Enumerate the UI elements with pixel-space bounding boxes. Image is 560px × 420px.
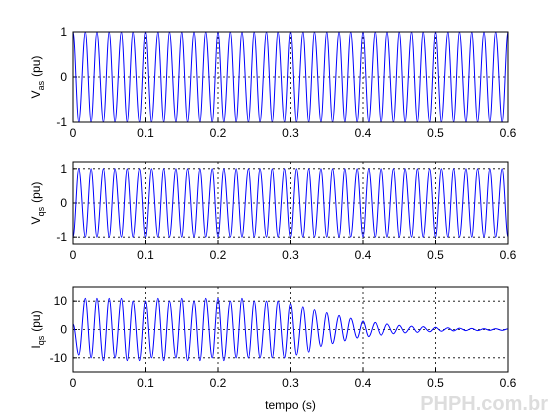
y-tick-label: -10: [50, 351, 68, 365]
x-tick-label: 0.3: [282, 376, 299, 390]
y-label-main: V: [29, 216, 43, 224]
x-tick-label: 0.2: [210, 376, 227, 390]
x-tick-label: 0.6: [500, 126, 517, 140]
y-label-unit: (pu): [29, 182, 43, 203]
y-label-unit: (pu): [29, 56, 43, 77]
y-tick-label: 0: [60, 70, 67, 84]
x-tick-label: 0.3: [282, 248, 299, 262]
x-tick-label: 0.4: [355, 376, 372, 390]
y-axis-label: Iqs (pu): [29, 310, 46, 348]
x-tick-label: 0.5: [427, 376, 444, 390]
y-tick-label: 10: [54, 294, 68, 308]
x-tick-label: 0.5: [427, 126, 444, 140]
y-tick-label: 1: [60, 25, 67, 39]
y-axis-label: Vas (pu): [29, 56, 46, 99]
data-line: [72, 297, 509, 362]
plot-frame: [72, 31, 509, 123]
plot-frame: [72, 161, 509, 245]
y-tick-label: 0: [60, 196, 67, 210]
x-tick-label: 0: [70, 126, 77, 140]
data-line: [72, 168, 509, 238]
y-label-sub: qs: [36, 206, 46, 216]
x-tick-label: 0.1: [137, 248, 154, 262]
x-tick-label: 0.6: [500, 376, 517, 390]
x-tick-label: 0.5: [427, 248, 444, 262]
x-tick-label: 0.2: [210, 248, 227, 262]
x-axis-label: tempo (s): [265, 398, 316, 412]
y-label-sub: as: [36, 80, 46, 90]
x-tick-label: 0: [70, 376, 77, 390]
y-label-sub: qs: [36, 335, 46, 345]
y-axis-label: Vqs (pu): [29, 182, 46, 225]
x-tick-label: 0.4: [355, 126, 372, 140]
y-label-main: V: [29, 90, 43, 98]
x-tick-label: 0: [70, 248, 77, 262]
x-tick-label: 0.6: [500, 248, 517, 262]
watermark: PHPH.com.br: [420, 393, 548, 415]
x-tick-label: 0.2: [210, 126, 227, 140]
y-label-main: I: [29, 345, 43, 348]
y-tick-label: 1: [60, 162, 67, 176]
y-tick-label: -1: [56, 230, 67, 244]
x-tick-label: 0.1: [137, 126, 154, 140]
x-tick-label: 0.3: [282, 126, 299, 140]
y-tick-label: 0: [60, 323, 67, 337]
y-label-unit: (pu): [29, 310, 43, 331]
plot-frame: [72, 286, 509, 373]
x-tick-label: 0.1: [137, 376, 154, 390]
x-tick-label: 0.4: [355, 248, 372, 262]
y-tick-label: -1: [56, 115, 67, 129]
